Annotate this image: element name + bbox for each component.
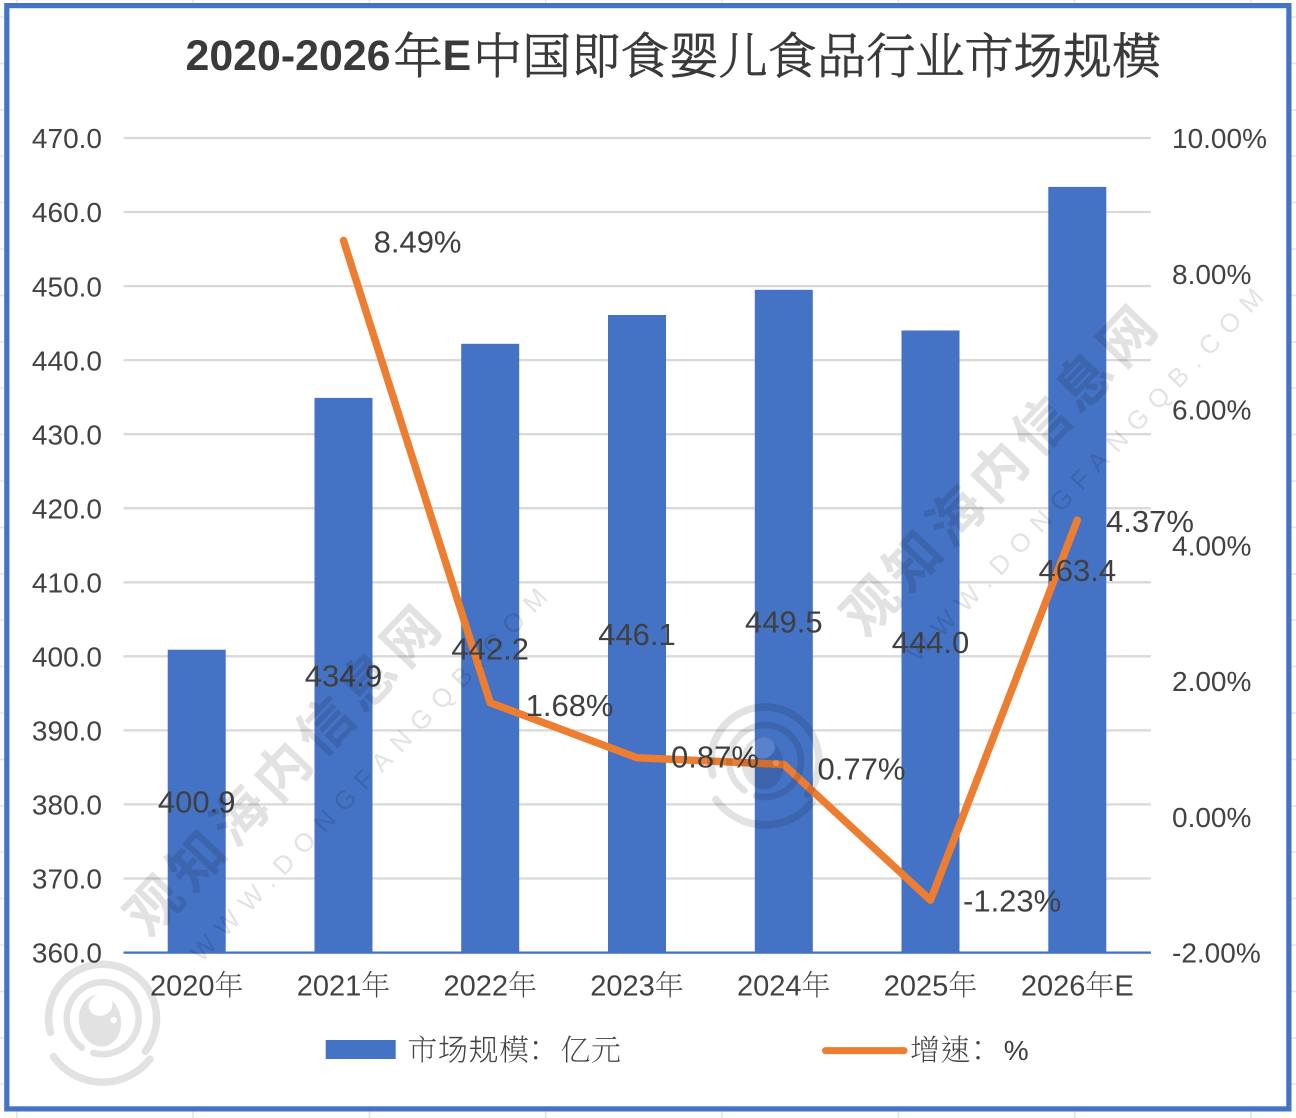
svg-text:444.0: 444.0 [892,625,970,660]
svg-text:-2.00%: -2.00% [1172,938,1261,969]
svg-text:2020-2026: 2020-2026 [186,32,391,80]
svg-text:2026: 2026 [1021,971,1086,1003]
svg-text:449.5: 449.5 [745,604,823,639]
svg-text:8.49%: 8.49% [374,224,462,259]
svg-text:E: E [443,32,472,80]
svg-text:2021: 2021 [297,971,362,1003]
svg-text:370.0: 370.0 [32,864,102,895]
svg-text:430.0: 430.0 [32,419,102,450]
svg-text:2025: 2025 [884,971,949,1003]
svg-text:4.00%: 4.00% [1172,531,1251,562]
svg-text:0.87%: 0.87% [671,739,759,774]
svg-text:-1.23%: -1.23% [963,883,1061,918]
svg-text:2024: 2024 [737,971,802,1003]
svg-text:380.0: 380.0 [32,790,102,821]
svg-text:%: % [1004,1035,1029,1066]
svg-text:460.0: 460.0 [32,197,102,228]
svg-text:442.2: 442.2 [451,632,529,667]
svg-text:450.0: 450.0 [32,271,102,302]
svg-text:470.0: 470.0 [32,123,102,154]
svg-text:6.00%: 6.00% [1172,395,1251,426]
svg-text:420.0: 420.0 [32,493,102,524]
svg-text:390.0: 390.0 [32,716,102,747]
svg-text:1.68%: 1.68% [526,688,614,723]
svg-text:446.1: 446.1 [598,617,676,652]
svg-text:463.4: 463.4 [1039,553,1117,588]
svg-text:410.0: 410.0 [32,568,102,599]
svg-text:400.0: 400.0 [32,642,102,673]
svg-text:2.00%: 2.00% [1172,666,1251,697]
svg-text:8.00%: 8.00% [1172,259,1251,290]
svg-text:0.00%: 0.00% [1172,802,1251,833]
svg-text:E: E [1114,971,1133,1003]
svg-text:4.37%: 4.37% [1106,504,1194,539]
svg-text:10.00%: 10.00% [1172,123,1267,154]
svg-text:2023: 2023 [590,971,655,1003]
svg-text:360.0: 360.0 [32,938,102,969]
svg-text:440.0: 440.0 [32,345,102,376]
svg-text:0.77%: 0.77% [818,751,906,786]
svg-text:2020: 2020 [150,971,215,1003]
svg-text:2022: 2022 [444,971,509,1003]
